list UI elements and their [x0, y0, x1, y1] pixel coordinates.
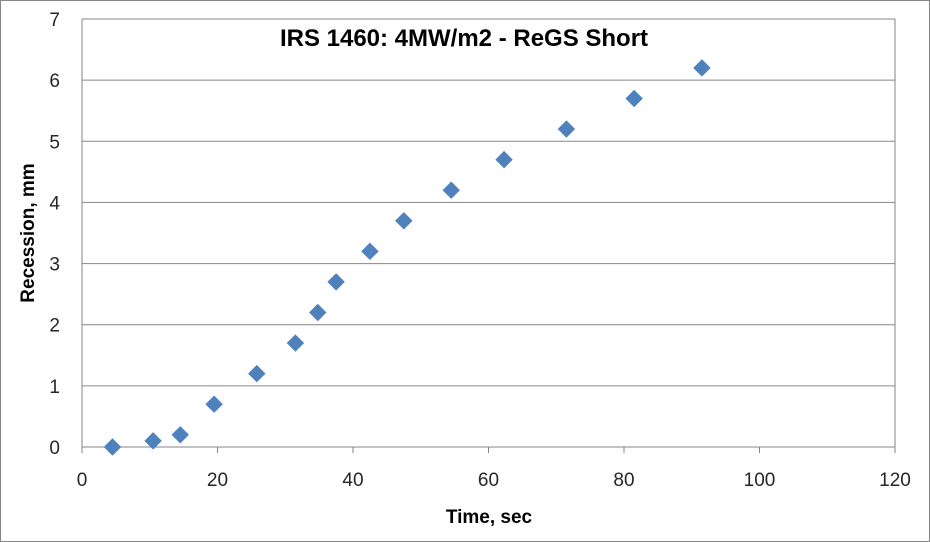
y-tick-label: 7 — [49, 10, 60, 31]
data-point — [309, 303, 327, 322]
x-tick-label: 20 — [207, 470, 228, 491]
data-point — [361, 242, 379, 261]
data-points — [103, 59, 711, 456]
x-tick-label: 60 — [478, 470, 499, 491]
data-point — [248, 364, 266, 383]
x-tick-label: 40 — [342, 470, 363, 491]
x-tick-label: 80 — [613, 470, 634, 491]
chart-title: IRS 1460: 4MW/m2 - ReGS Short — [280, 25, 648, 52]
x-tick-label: 120 — [879, 470, 911, 491]
x-axis-title: Time, sec — [446, 507, 533, 528]
data-point — [171, 426, 189, 444]
x-tick-label: 0 — [77, 470, 88, 491]
data-point — [327, 273, 345, 291]
y-tick-label: 2 — [49, 316, 60, 337]
tick-labels: 0 1 2 3 4 5 6 7 0 20 40 60 80 100 120 — [49, 10, 910, 491]
data-point — [395, 212, 413, 230]
y-tick-label: 4 — [49, 193, 60, 214]
data-point — [144, 432, 162, 450]
y-axis-title: Recession, mm — [18, 163, 39, 302]
gridlines — [82, 18, 896, 447]
axes — [81, 19, 896, 453]
y-tick-label: 0 — [49, 438, 60, 459]
y-tick-label: 1 — [49, 377, 60, 398]
data-point — [205, 395, 223, 413]
y-tick-label: 3 — [49, 255, 60, 276]
data-point — [693, 59, 711, 77]
x-tick-label: 100 — [744, 470, 776, 491]
y-tick-label: 5 — [49, 132, 60, 153]
data-point — [495, 150, 513, 169]
data-point — [557, 120, 576, 138]
y-tick-label: 6 — [49, 71, 60, 92]
data-point — [625, 89, 643, 108]
data-point — [103, 438, 122, 456]
data-point — [286, 334, 305, 352]
data-point — [442, 181, 460, 199]
